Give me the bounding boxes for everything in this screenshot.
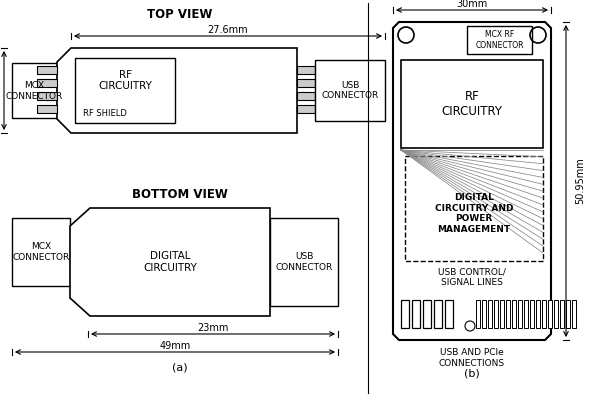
Bar	[548, 300, 552, 328]
Text: DIGITAL
CIRCUITRY: DIGITAL CIRCUITRY	[143, 251, 197, 273]
Bar	[37, 105, 57, 113]
Text: 27.6mm: 27.6mm	[208, 25, 248, 35]
Bar	[482, 300, 486, 328]
Text: MCX RF
CONNECTOR: MCX RF CONNECTOR	[475, 30, 523, 50]
Bar	[12, 218, 70, 286]
Bar	[405, 156, 543, 261]
Bar	[401, 300, 409, 328]
Text: (b): (b)	[464, 369, 480, 379]
Bar	[554, 300, 558, 328]
Text: BOTTOM VIEW: BOTTOM VIEW	[132, 188, 228, 202]
Bar	[518, 300, 522, 328]
Text: USB CONTROL/
SIGNAL LINES: USB CONTROL/ SIGNAL LINES	[438, 267, 506, 287]
Bar	[530, 300, 534, 328]
Bar	[297, 79, 315, 87]
Bar	[500, 300, 504, 328]
Polygon shape	[393, 22, 551, 340]
Text: USB AND PCIe
CONNECTIONS: USB AND PCIe CONNECTIONS	[439, 348, 505, 368]
Bar	[297, 66, 315, 74]
Bar	[412, 300, 420, 328]
Text: 50.95mm: 50.95mm	[575, 158, 585, 204]
Bar	[37, 79, 57, 87]
Bar	[12, 63, 57, 118]
Bar	[75, 58, 175, 123]
Bar	[467, 26, 532, 54]
Text: 23mm: 23mm	[198, 323, 229, 333]
Text: 30mm: 30mm	[457, 0, 488, 9]
Text: RF SHIELD: RF SHIELD	[83, 109, 127, 118]
Bar	[445, 300, 453, 328]
Polygon shape	[70, 208, 270, 316]
Text: MCX
CONNECTOR: MCX CONNECTOR	[12, 242, 70, 262]
Bar	[560, 300, 564, 328]
Text: USB
CONNECTOR: USB CONNECTOR	[275, 252, 333, 272]
Bar	[572, 300, 576, 328]
Bar	[434, 300, 442, 328]
Bar	[423, 300, 431, 328]
Bar	[401, 60, 543, 148]
Bar	[297, 105, 315, 113]
Bar	[270, 218, 338, 306]
Polygon shape	[57, 48, 297, 133]
Bar	[488, 300, 492, 328]
Bar	[566, 300, 570, 328]
Text: (a): (a)	[172, 363, 188, 373]
Text: MCX
CONNECTOR: MCX CONNECTOR	[5, 81, 63, 101]
Bar	[476, 300, 480, 328]
Bar	[536, 300, 540, 328]
Bar	[494, 300, 498, 328]
Text: DIGITAL
CIRCUITRY AND
POWER
MANAGEMENT: DIGITAL CIRCUITRY AND POWER MANAGEMENT	[435, 193, 513, 234]
Bar	[37, 66, 57, 74]
Bar	[37, 92, 57, 100]
Bar	[512, 300, 516, 328]
Text: 49mm: 49mm	[159, 341, 191, 351]
Text: RF
CIRCUITRY: RF CIRCUITRY	[98, 70, 152, 91]
Bar	[524, 300, 528, 328]
Text: USB
CONNECTOR: USB CONNECTOR	[322, 81, 379, 100]
Bar	[542, 300, 546, 328]
Bar	[506, 300, 510, 328]
Text: RF
CIRCUITRY: RF CIRCUITRY	[441, 90, 502, 118]
Text: TOP VIEW: TOP VIEW	[147, 8, 213, 21]
Bar	[315, 60, 385, 121]
Bar	[297, 92, 315, 100]
